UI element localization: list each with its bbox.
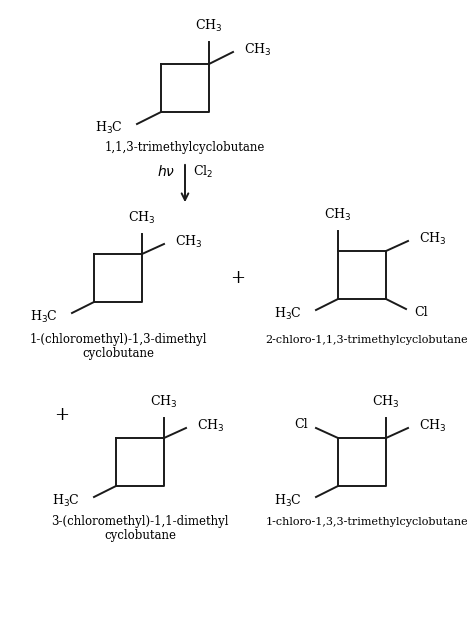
Text: H$_3$C: H$_3$C <box>95 120 123 136</box>
Text: 1-chloro-1,3,3-trimethylcyclobutane: 1-chloro-1,3,3-trimethylcyclobutane <box>266 517 468 527</box>
Text: H$_3$C: H$_3$C <box>30 309 58 325</box>
Text: CH$_3$: CH$_3$ <box>372 394 400 410</box>
Text: H$_3$C: H$_3$C <box>274 306 302 322</box>
Text: CH$_3$: CH$_3$ <box>419 418 446 434</box>
Text: CH$_3$: CH$_3$ <box>128 210 156 226</box>
Text: CH$_3$: CH$_3$ <box>419 231 446 247</box>
Text: cyclobutane: cyclobutane <box>82 347 154 360</box>
Text: +: + <box>55 406 70 424</box>
Text: CH$_3$: CH$_3$ <box>197 418 225 434</box>
Text: Cl: Cl <box>294 417 308 430</box>
Text: 3-(chloromethyl)-1,1-dimethyl: 3-(chloromethyl)-1,1-dimethyl <box>51 515 229 528</box>
Text: H$_3$C: H$_3$C <box>52 493 80 509</box>
Text: 1,1,3-trimethylcyclobutane: 1,1,3-trimethylcyclobutane <box>105 141 265 154</box>
Text: CH$_3$: CH$_3$ <box>244 42 272 58</box>
Text: 1-(chloromethyl)-1,3-dimethyl: 1-(chloromethyl)-1,3-dimethyl <box>29 334 207 347</box>
Text: CH$_3$: CH$_3$ <box>175 234 203 250</box>
Text: CH$_3$: CH$_3$ <box>324 207 352 223</box>
Text: H$_3$C: H$_3$C <box>274 493 302 509</box>
Text: cyclobutane: cyclobutane <box>104 528 176 541</box>
Text: +: + <box>230 269 245 287</box>
Text: Cl: Cl <box>414 306 428 319</box>
Text: CH$_3$: CH$_3$ <box>150 394 178 410</box>
Text: $h\nu$: $h\nu$ <box>157 164 175 180</box>
Text: 2-chloro-1,1,3-trimethylcyclobutane: 2-chloro-1,1,3-trimethylcyclobutane <box>266 335 468 345</box>
Text: Cl$_2$: Cl$_2$ <box>193 164 213 180</box>
Text: CH$_3$: CH$_3$ <box>195 18 223 34</box>
